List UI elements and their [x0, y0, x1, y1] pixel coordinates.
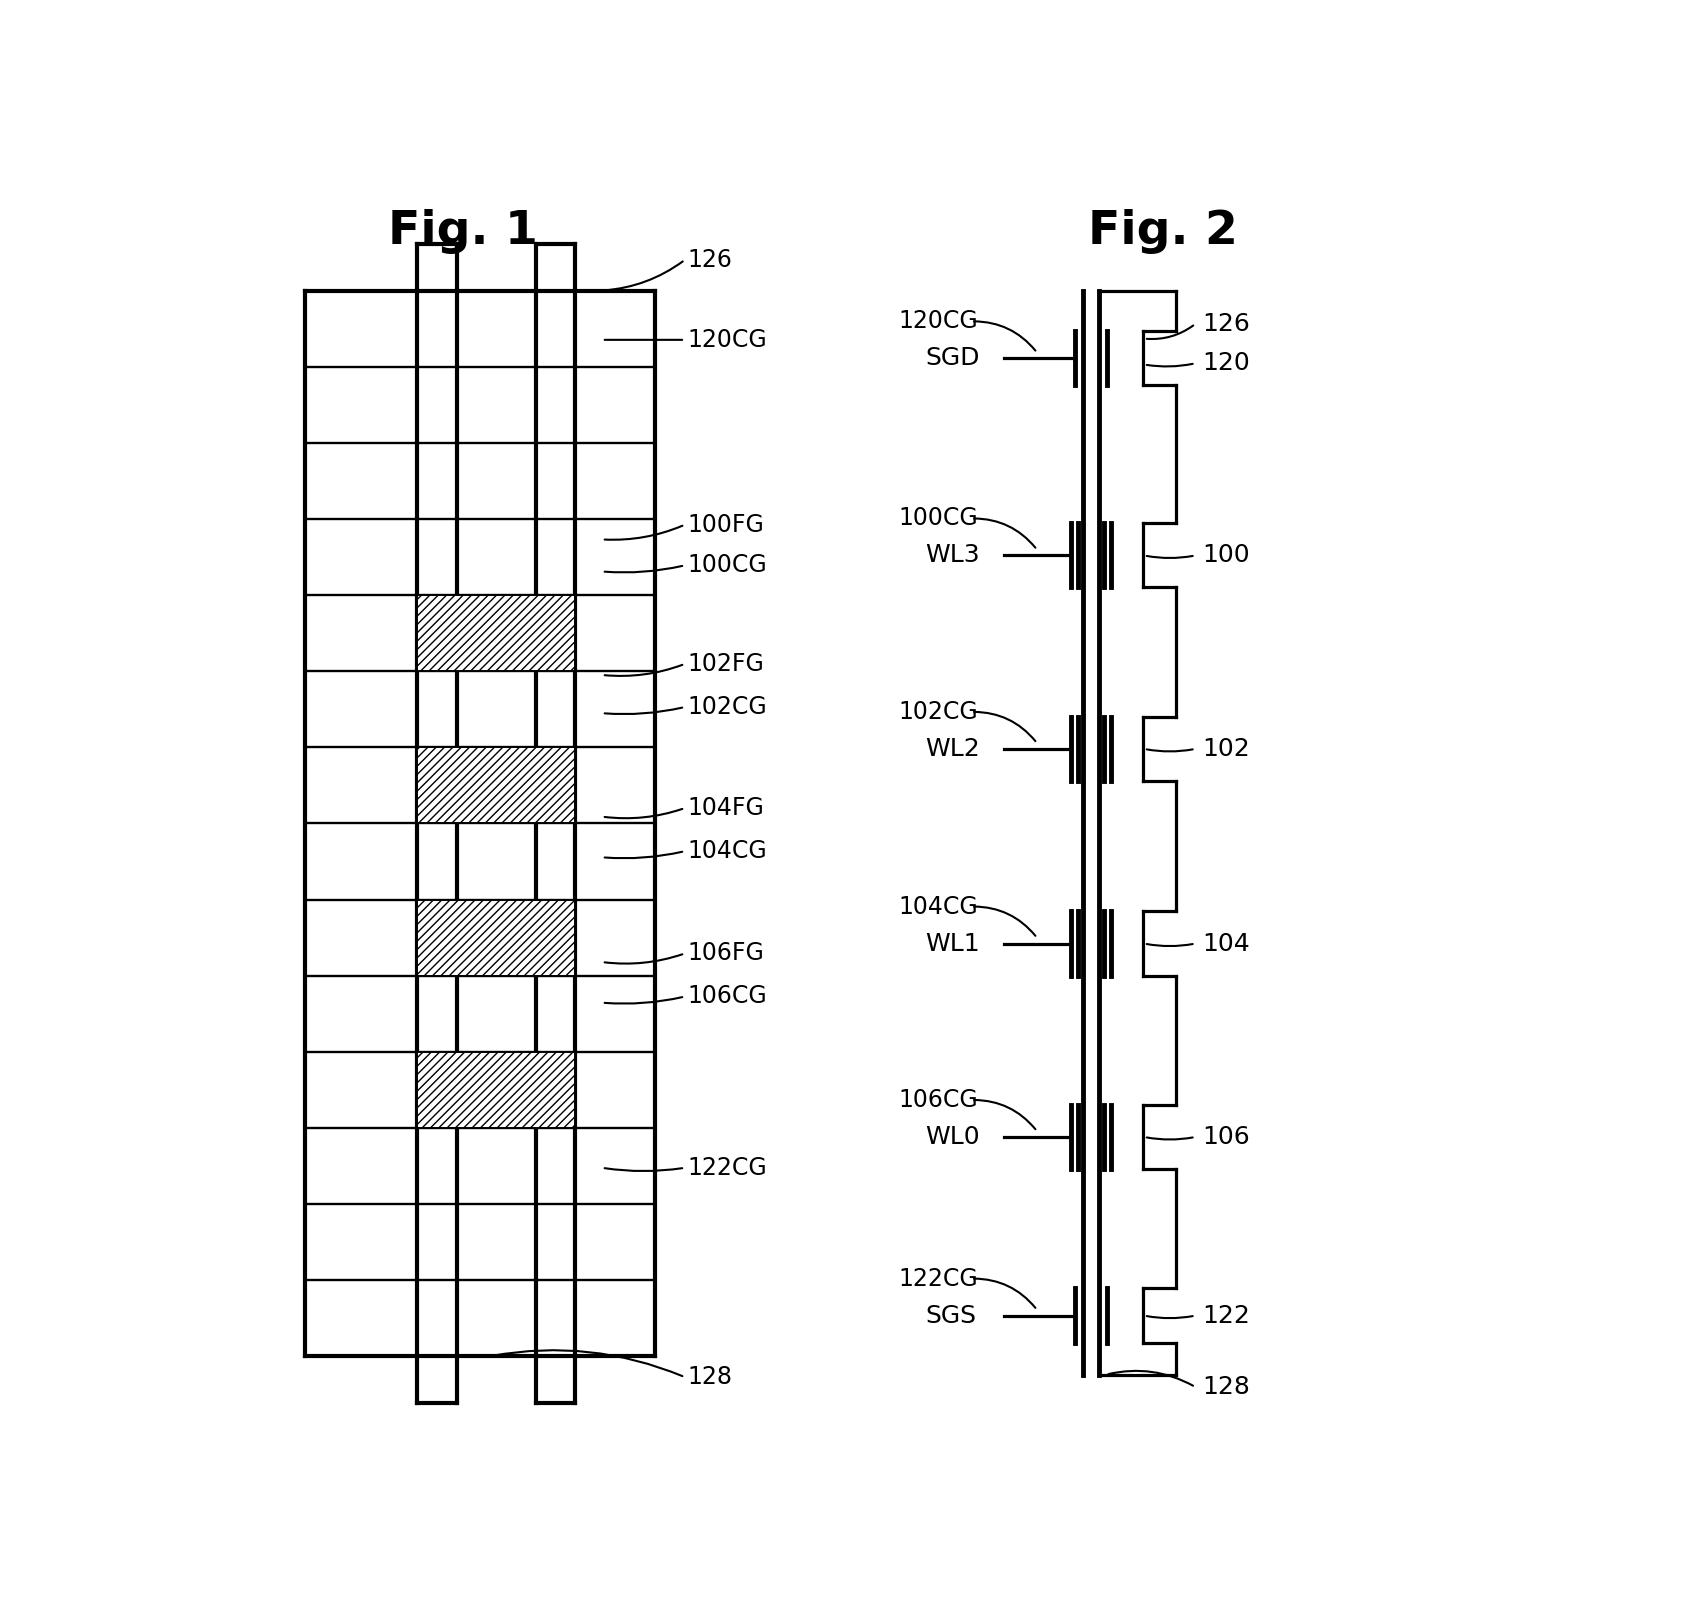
Text: SGS: SGS	[926, 1304, 975, 1328]
Text: 102CG: 102CG	[688, 694, 768, 718]
Text: 106CG: 106CG	[899, 1088, 979, 1112]
Text: 102FG: 102FG	[688, 651, 764, 675]
Text: 100: 100	[1202, 544, 1249, 568]
Text: WL3: WL3	[926, 544, 980, 568]
Text: 104CG: 104CG	[688, 838, 768, 862]
Text: 120: 120	[1202, 352, 1249, 376]
Text: 122CG: 122CG	[899, 1267, 979, 1291]
Text: 104: 104	[1202, 931, 1249, 955]
Bar	[417, 747, 575, 824]
Bar	[417, 1051, 575, 1128]
Text: 106: 106	[1202, 1125, 1249, 1149]
Text: 100CG: 100CG	[899, 507, 979, 531]
Text: 122CG: 122CG	[688, 1155, 768, 1179]
Text: 104FG: 104FG	[688, 795, 764, 819]
Text: 100CG: 100CG	[688, 554, 768, 578]
Text: 102: 102	[1202, 738, 1249, 762]
Text: WL1: WL1	[926, 931, 980, 955]
Text: 122: 122	[1202, 1304, 1249, 1328]
Text: SGD: SGD	[926, 346, 980, 370]
Text: 120CG: 120CG	[688, 328, 768, 352]
Text: 104CG: 104CG	[899, 894, 979, 918]
Text: 106CG: 106CG	[688, 984, 768, 1008]
Text: 120CG: 120CG	[899, 309, 979, 333]
Text: 126: 126	[1202, 312, 1249, 336]
Text: 128: 128	[688, 1365, 732, 1389]
Text: WL2: WL2	[926, 738, 980, 762]
Text: 102CG: 102CG	[899, 699, 979, 723]
Bar	[417, 899, 575, 976]
Text: Fig. 1: Fig. 1	[388, 210, 538, 254]
Text: 126: 126	[688, 248, 732, 272]
Bar	[417, 595, 575, 670]
Text: 106FG: 106FG	[688, 941, 764, 965]
Text: 100FG: 100FG	[688, 512, 764, 536]
Text: WL0: WL0	[926, 1125, 980, 1149]
Text: Fig. 2: Fig. 2	[1088, 210, 1237, 254]
Text: 128: 128	[1202, 1374, 1249, 1398]
